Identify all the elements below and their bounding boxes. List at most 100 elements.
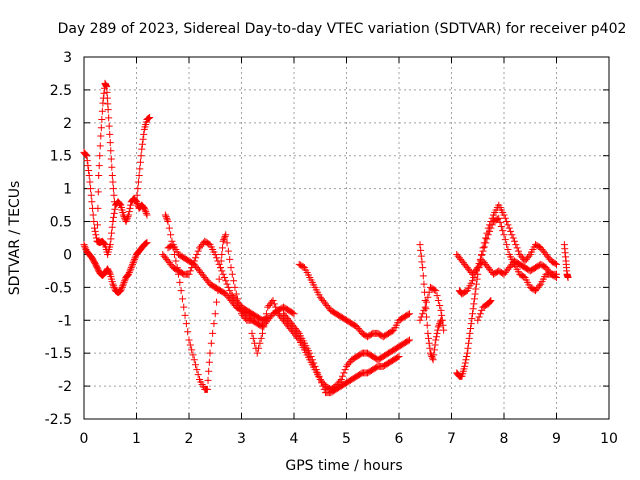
data-point [416,241,424,249]
series-track-j [280,310,403,397]
data-point [290,310,298,318]
data-point [140,130,148,138]
data-point [479,247,487,255]
data-point [125,211,133,219]
data-point [109,185,117,193]
data-point [110,191,118,199]
data-point [497,222,505,230]
data-point [98,107,106,115]
data-point [228,270,236,278]
data-point [469,305,477,313]
data-point [513,244,521,252]
data-point [223,280,231,288]
data-point [85,167,93,175]
data-point [125,269,133,277]
data-point [423,321,431,329]
data-point [231,283,239,291]
data-point [308,356,316,364]
data-point [465,339,473,347]
data-point [507,227,515,235]
data-point [96,152,104,160]
data-point [500,211,508,219]
data-point [194,247,202,255]
data-point [500,231,508,239]
data-point [462,356,470,364]
data-point [105,114,113,122]
data-point [472,280,480,288]
data-point [98,116,106,124]
x-tick-label: 5 [342,431,351,447]
data-point [161,211,169,219]
data-point [222,231,230,239]
data-point [106,269,114,277]
data-point [260,323,268,331]
data-point [106,139,114,147]
data-point [220,236,228,244]
data-point [129,259,137,267]
data-point [127,201,135,209]
data-point [218,267,226,275]
data-point [94,221,102,229]
data-point [219,237,227,245]
data-point [93,237,101,245]
data-point [504,246,512,254]
data-point [115,199,123,207]
x-tick-label: 2 [185,431,194,447]
data-point [224,283,232,291]
data-point [406,336,413,344]
data-point [417,313,425,321]
data-point [512,241,520,249]
data-point [504,221,512,229]
data-point [430,346,438,354]
data-point [248,329,256,337]
data-point [227,264,235,272]
data-point [319,382,327,390]
data-point [272,303,280,311]
y-axis-label: SDTVAR / TECUs [7,181,23,296]
y-axis-ticks: -2.5 -2 -1.5 -1 -0.5 0 0.5 1 1.5 2 2.5 3 [45,50,609,428]
y-tick-label: -0.5 [45,280,72,296]
data-point [165,224,173,232]
data-point [164,218,172,226]
data-point [316,376,324,384]
y-tick-label: 0 [63,247,72,263]
x-tick-label: 3 [237,431,246,447]
data-point [426,344,434,352]
data-point [339,372,347,380]
data-point [417,252,425,260]
data-point [100,239,108,247]
data-point [184,328,192,336]
data-point [478,251,486,259]
data-point [466,329,474,337]
data-point [495,214,503,222]
data-point [461,362,469,370]
data-point [107,147,115,155]
data-point [87,185,95,193]
data-point [116,200,124,208]
data-point [100,240,108,248]
x-tick-label: 0 [80,431,89,447]
data-point [209,329,217,337]
data-point [105,122,113,130]
data-point [213,254,221,262]
data-point [119,280,127,288]
data-point [83,152,91,160]
data-point [142,208,150,216]
data-point [535,282,543,290]
data-point [123,216,131,224]
data-point [110,213,118,221]
data-point [194,371,202,379]
data-point [419,310,427,318]
data-point [108,171,116,179]
data-point [131,254,139,262]
data-point [434,326,442,334]
data-point [127,264,135,272]
data-point [487,297,495,305]
data-point [146,114,154,122]
x-tick-label: 10 [600,431,618,447]
data-point [419,272,427,280]
data-point [134,185,142,193]
data-point [484,231,492,239]
x-tick-label: 7 [447,431,456,447]
y-tick-label: -2 [58,379,72,395]
